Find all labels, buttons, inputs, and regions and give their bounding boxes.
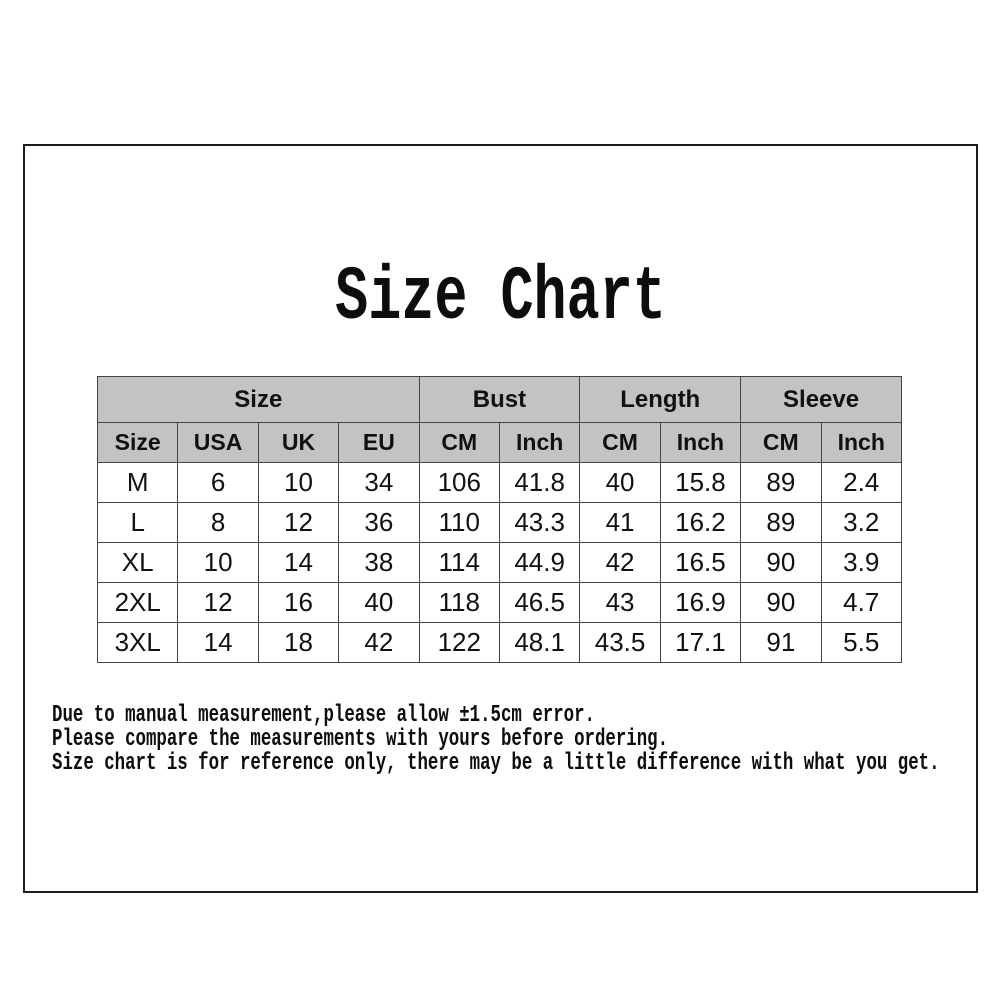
table-cell: 41.8 bbox=[498, 462, 581, 503]
size-table-header: Size Bust Length Sleeve Size USA UK EU C… bbox=[96, 376, 903, 463]
table-row-m: M 6 10 34 106 41.8 40 15.8 89 2.4 bbox=[96, 462, 903, 503]
size-cell: XL bbox=[96, 542, 179, 583]
table-cell: 110 bbox=[418, 502, 500, 543]
table-cell: 36 bbox=[338, 502, 420, 543]
group-header-row: Size Bust Length Sleeve bbox=[97, 376, 902, 423]
table-cell: 12 bbox=[257, 502, 340, 543]
note-line-compare: Please compare the measurements with you… bbox=[52, 726, 669, 753]
table-row-3xl: 3XL 14 18 42 122 48.1 43.5 17.1 91 5.5 bbox=[96, 622, 903, 663]
table-cell: 14 bbox=[177, 622, 259, 663]
column-header-sleeve-inch: Inch bbox=[820, 422, 903, 463]
group-header-length: Length bbox=[579, 376, 742, 423]
page-title: Size Chart bbox=[335, 255, 666, 341]
table-cell: 90 bbox=[740, 542, 822, 583]
table-cell: 43.3 bbox=[498, 502, 581, 543]
table-cell: 4.7 bbox=[820, 582, 903, 623]
measurement-notes: Due to manual measurement,please allow ±… bbox=[52, 704, 940, 776]
size-cell: M bbox=[96, 462, 179, 503]
table-cell: 18 bbox=[257, 622, 340, 663]
table-cell: 40 bbox=[579, 462, 661, 503]
group-header-size: Size bbox=[97, 376, 420, 423]
column-header-size: Size bbox=[96, 422, 179, 463]
table-cell: 10 bbox=[177, 542, 259, 583]
size-table-body: M 6 10 34 106 41.8 40 15.8 89 2.4 L 8 12… bbox=[96, 462, 903, 663]
table-cell: 89 bbox=[740, 462, 822, 503]
column-header-sleeve-cm: CM bbox=[740, 422, 822, 463]
note-line-error-allowance: Due to manual measurement,please allow ±… bbox=[52, 702, 595, 729]
column-header-bust-cm: CM bbox=[418, 422, 500, 463]
group-header-sleeve: Sleeve bbox=[740, 376, 902, 423]
size-cell: 3XL bbox=[96, 622, 179, 663]
note-line-reference-only: Size chart is for reference only, there … bbox=[52, 750, 940, 777]
table-cell: 42 bbox=[579, 542, 661, 583]
table-cell: 43 bbox=[579, 582, 661, 623]
column-header-uk: UK bbox=[257, 422, 340, 463]
table-cell: 14 bbox=[257, 542, 340, 583]
table-cell: 40 bbox=[338, 582, 420, 623]
table-cell: 43.5 bbox=[579, 622, 661, 663]
table-cell: 89 bbox=[740, 502, 822, 543]
table-cell: 16.5 bbox=[659, 542, 742, 583]
table-cell: 16 bbox=[257, 582, 340, 623]
table-cell: 41 bbox=[579, 502, 661, 543]
table-cell: 42 bbox=[338, 622, 420, 663]
table-cell: 17.1 bbox=[659, 622, 742, 663]
table-cell: 6 bbox=[177, 462, 259, 503]
table-row-2xl: 2XL 12 16 40 118 46.5 43 16.9 90 4.7 bbox=[96, 582, 903, 623]
table-cell: 2.4 bbox=[820, 462, 903, 503]
table-cell: 106 bbox=[418, 462, 500, 503]
table-cell: 16.2 bbox=[659, 502, 742, 543]
table-cell: 10 bbox=[257, 462, 340, 503]
table-cell: 48.1 bbox=[498, 622, 581, 663]
table-cell: 122 bbox=[418, 622, 500, 663]
column-header-length-cm: CM bbox=[579, 422, 661, 463]
table-cell: 12 bbox=[177, 582, 259, 623]
table-cell: 38 bbox=[338, 542, 420, 583]
table-cell: 118 bbox=[418, 582, 500, 623]
size-cell: 2XL bbox=[96, 582, 179, 623]
table-cell: 44.9 bbox=[498, 542, 581, 583]
table-cell: 3.9 bbox=[820, 542, 903, 583]
column-header-usa: USA bbox=[177, 422, 259, 463]
size-table: Size Bust Length Sleeve Size USA UK EU C… bbox=[96, 376, 903, 663]
column-header-bust-inch: Inch bbox=[498, 422, 581, 463]
outer-border-frame: Size Chart Size Bust Length Sleeve Size … bbox=[23, 144, 978, 893]
table-cell: 5.5 bbox=[820, 622, 903, 663]
table-cell: 90 bbox=[740, 582, 822, 623]
column-header-eu: EU bbox=[338, 422, 420, 463]
group-header-bust: Bust bbox=[418, 376, 581, 423]
table-row-l: L 8 12 36 110 43.3 41 16.2 89 3.2 bbox=[96, 502, 903, 543]
table-cell: 91 bbox=[740, 622, 822, 663]
table-cell: 3.2 bbox=[820, 502, 903, 543]
table-cell: 34 bbox=[338, 462, 420, 503]
sub-header-row: Size USA UK EU CM Inch CM Inch CM Inch bbox=[96, 422, 903, 463]
table-cell: 46.5 bbox=[498, 582, 581, 623]
table-cell: 15.8 bbox=[659, 462, 742, 503]
table-row-xl: XL 10 14 38 114 44.9 42 16.5 90 3.9 bbox=[96, 542, 903, 583]
column-header-length-inch: Inch bbox=[659, 422, 742, 463]
size-cell: L bbox=[96, 502, 179, 543]
table-cell: 16.9 bbox=[659, 582, 742, 623]
table-cell: 114 bbox=[418, 542, 500, 583]
table-cell: 8 bbox=[177, 502, 259, 543]
